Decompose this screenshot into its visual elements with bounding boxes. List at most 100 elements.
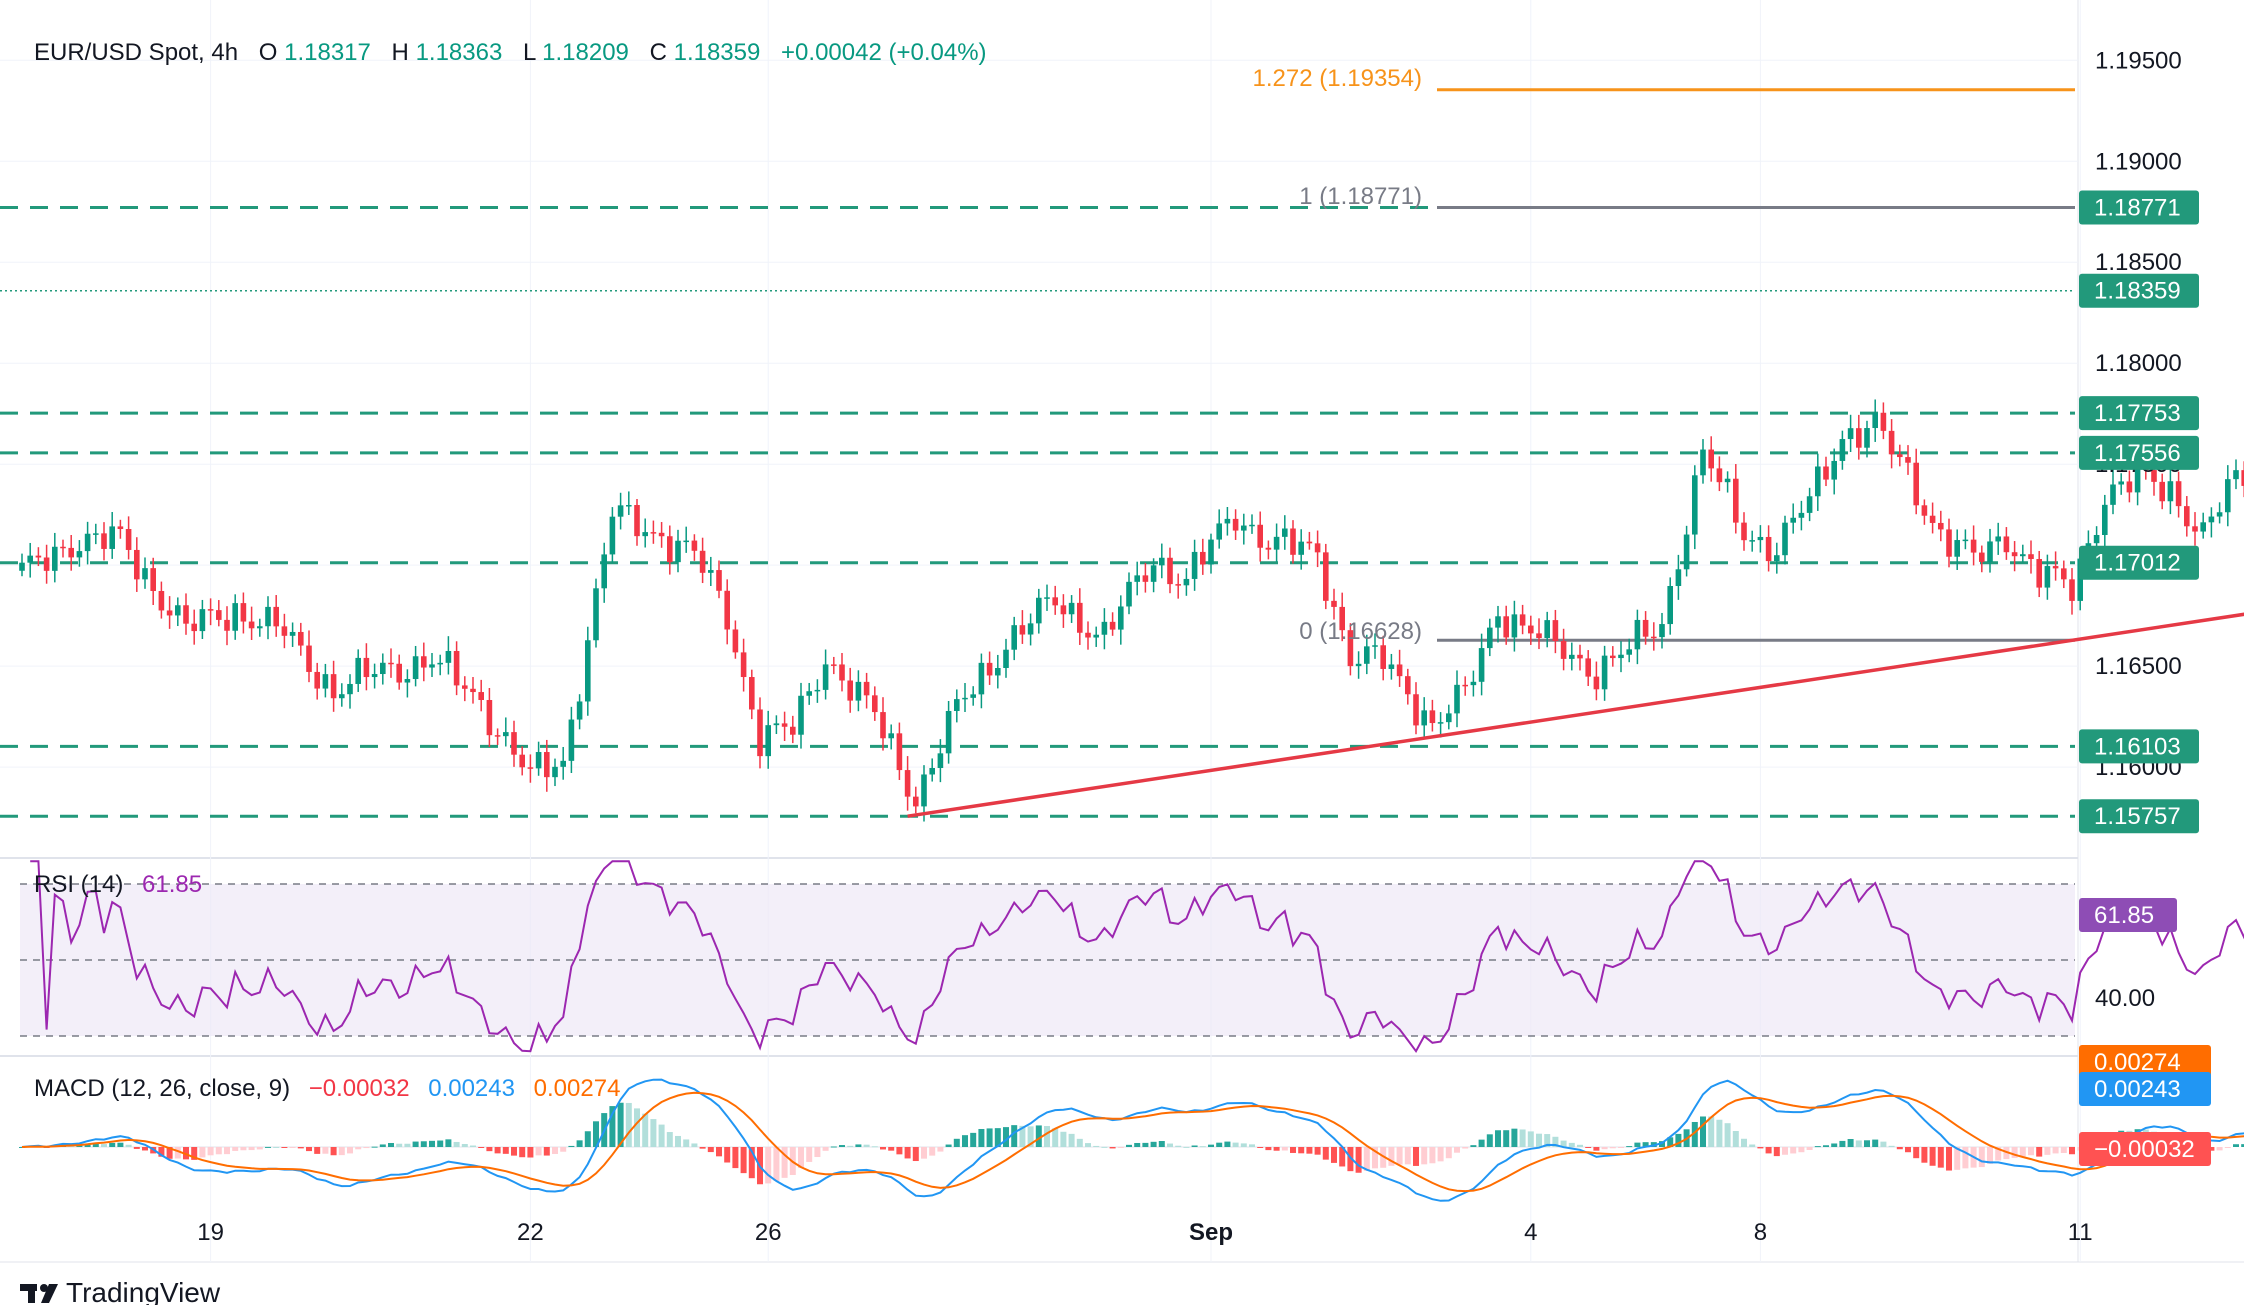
candle bbox=[1093, 626, 1099, 647]
macd-hist-bar bbox=[191, 1147, 198, 1160]
candle-body bbox=[142, 568, 148, 580]
time-axis[interactable]: 192226Sep48111518 bbox=[197, 1219, 2244, 1246]
macd-hist-bar bbox=[1765, 1147, 1772, 1154]
candle bbox=[773, 715, 780, 735]
macd-hist-bar bbox=[1847, 1139, 1854, 1147]
candle bbox=[216, 600, 222, 627]
candle bbox=[1109, 612, 1116, 636]
candle-body bbox=[1150, 565, 1157, 582]
candle bbox=[683, 526, 689, 553]
candle-body bbox=[1519, 614, 1526, 626]
price-pane[interactable] bbox=[0, 0, 2244, 1263]
candle bbox=[347, 674, 353, 709]
macd-hist-bar bbox=[1773, 1147, 1780, 1157]
price-badge-bg bbox=[2079, 729, 2199, 764]
candle-body bbox=[1946, 529, 1952, 557]
candle bbox=[1749, 530, 1755, 552]
candle-body bbox=[371, 674, 378, 678]
candle-body bbox=[757, 709, 763, 757]
price-badge-bg bbox=[2079, 190, 2199, 225]
candle bbox=[962, 683, 968, 712]
macd-hist-bar bbox=[1486, 1134, 1493, 1147]
macd-hist-bar bbox=[322, 1147, 329, 1154]
candle-body bbox=[1560, 640, 1567, 659]
macd-hist-bar bbox=[1126, 1144, 1132, 1147]
candle bbox=[1733, 464, 1739, 534]
tradingview-logo[interactable]: TradingView bbox=[20, 1277, 221, 1305]
candle bbox=[1913, 448, 1919, 515]
candle-body bbox=[650, 532, 657, 534]
macd-hist-bar bbox=[2003, 1147, 2010, 1160]
candle bbox=[68, 534, 74, 571]
candle-body bbox=[35, 555, 42, 558]
symbol-label[interactable]: EUR/USD Spot, 4h bbox=[34, 39, 238, 66]
candle-body bbox=[1347, 630, 1354, 667]
macd-hist-bar bbox=[1199, 1146, 1206, 1148]
candle-body bbox=[675, 540, 681, 563]
macd-label[interactable]: MACD (12, 26, close, 9) bbox=[34, 1075, 290, 1102]
candle-body bbox=[1109, 621, 1116, 630]
tv-logo-icon bbox=[20, 1284, 58, 1303]
candle-body bbox=[995, 667, 1001, 676]
macd-hist-bar bbox=[675, 1135, 681, 1147]
candle-body bbox=[248, 621, 255, 629]
candle-body bbox=[822, 664, 829, 690]
candle-body bbox=[166, 610, 173, 616]
macd-hist-bar bbox=[986, 1128, 993, 1147]
candle-body bbox=[2110, 484, 2116, 505]
candle bbox=[765, 710, 771, 769]
candle bbox=[2126, 470, 2133, 503]
candle bbox=[724, 579, 730, 645]
candle bbox=[322, 663, 329, 698]
candle-body bbox=[1601, 655, 1608, 690]
price-axis[interactable]: 1.195001.190001.185001.180001.175001.170… bbox=[2079, 47, 2199, 834]
candle bbox=[1314, 530, 1321, 568]
candle bbox=[1511, 600, 1518, 652]
rsi-pane[interactable]: 61.85 40.00 bbox=[20, 860, 2244, 1054]
macd-hist-bar bbox=[1888, 1145, 1895, 1147]
candle-body bbox=[298, 631, 304, 646]
candle bbox=[35, 547, 42, 567]
candle-body bbox=[1724, 478, 1731, 483]
macd-hist-bar bbox=[1076, 1138, 1083, 1147]
candle bbox=[1642, 611, 1649, 645]
macd-hist-bar bbox=[232, 1147, 239, 1151]
candle bbox=[781, 711, 788, 741]
macd-hist-bar bbox=[1511, 1128, 1518, 1147]
macd-hist-bar bbox=[347, 1147, 353, 1154]
candle-body bbox=[1765, 536, 1772, 562]
candle-body bbox=[609, 516, 616, 555]
rsi-label[interactable]: RSI (14) bbox=[34, 871, 123, 898]
candle-body bbox=[494, 735, 501, 737]
macd-hist-bar bbox=[1921, 1147, 1928, 1163]
time-label-22: 22 bbox=[517, 1219, 544, 1246]
candle-body bbox=[1364, 646, 1370, 664]
candle bbox=[27, 542, 33, 578]
candle-body bbox=[1733, 478, 1739, 523]
candle bbox=[904, 756, 911, 811]
legend-row: EUR/USD Spot, 4h O 1.18317 H 1.18363 L 1… bbox=[34, 39, 987, 66]
candle-body bbox=[568, 719, 575, 761]
ascending-trendline[interactable] bbox=[907, 529, 2244, 818]
candle bbox=[1101, 608, 1108, 650]
low-label: L bbox=[523, 39, 536, 66]
macd-hist-bar bbox=[494, 1147, 501, 1154]
macd-hist-bar bbox=[1872, 1139, 1879, 1147]
candle-body bbox=[601, 554, 607, 589]
candle bbox=[183, 593, 189, 635]
candle bbox=[593, 578, 599, 648]
macd-hist-bar bbox=[1068, 1133, 1075, 1147]
candle bbox=[125, 516, 132, 560]
candle bbox=[544, 739, 550, 792]
candle bbox=[1339, 592, 1345, 642]
candle-body bbox=[945, 710, 952, 754]
macd-hist-bar bbox=[1044, 1126, 1050, 1147]
macd-hist-bar bbox=[2233, 1144, 2239, 1147]
candle-body bbox=[1405, 676, 1411, 695]
candle bbox=[978, 653, 985, 709]
candle-body bbox=[872, 695, 878, 713]
macd-hist-bar bbox=[1536, 1133, 1542, 1147]
candle-body bbox=[1019, 625, 1026, 635]
